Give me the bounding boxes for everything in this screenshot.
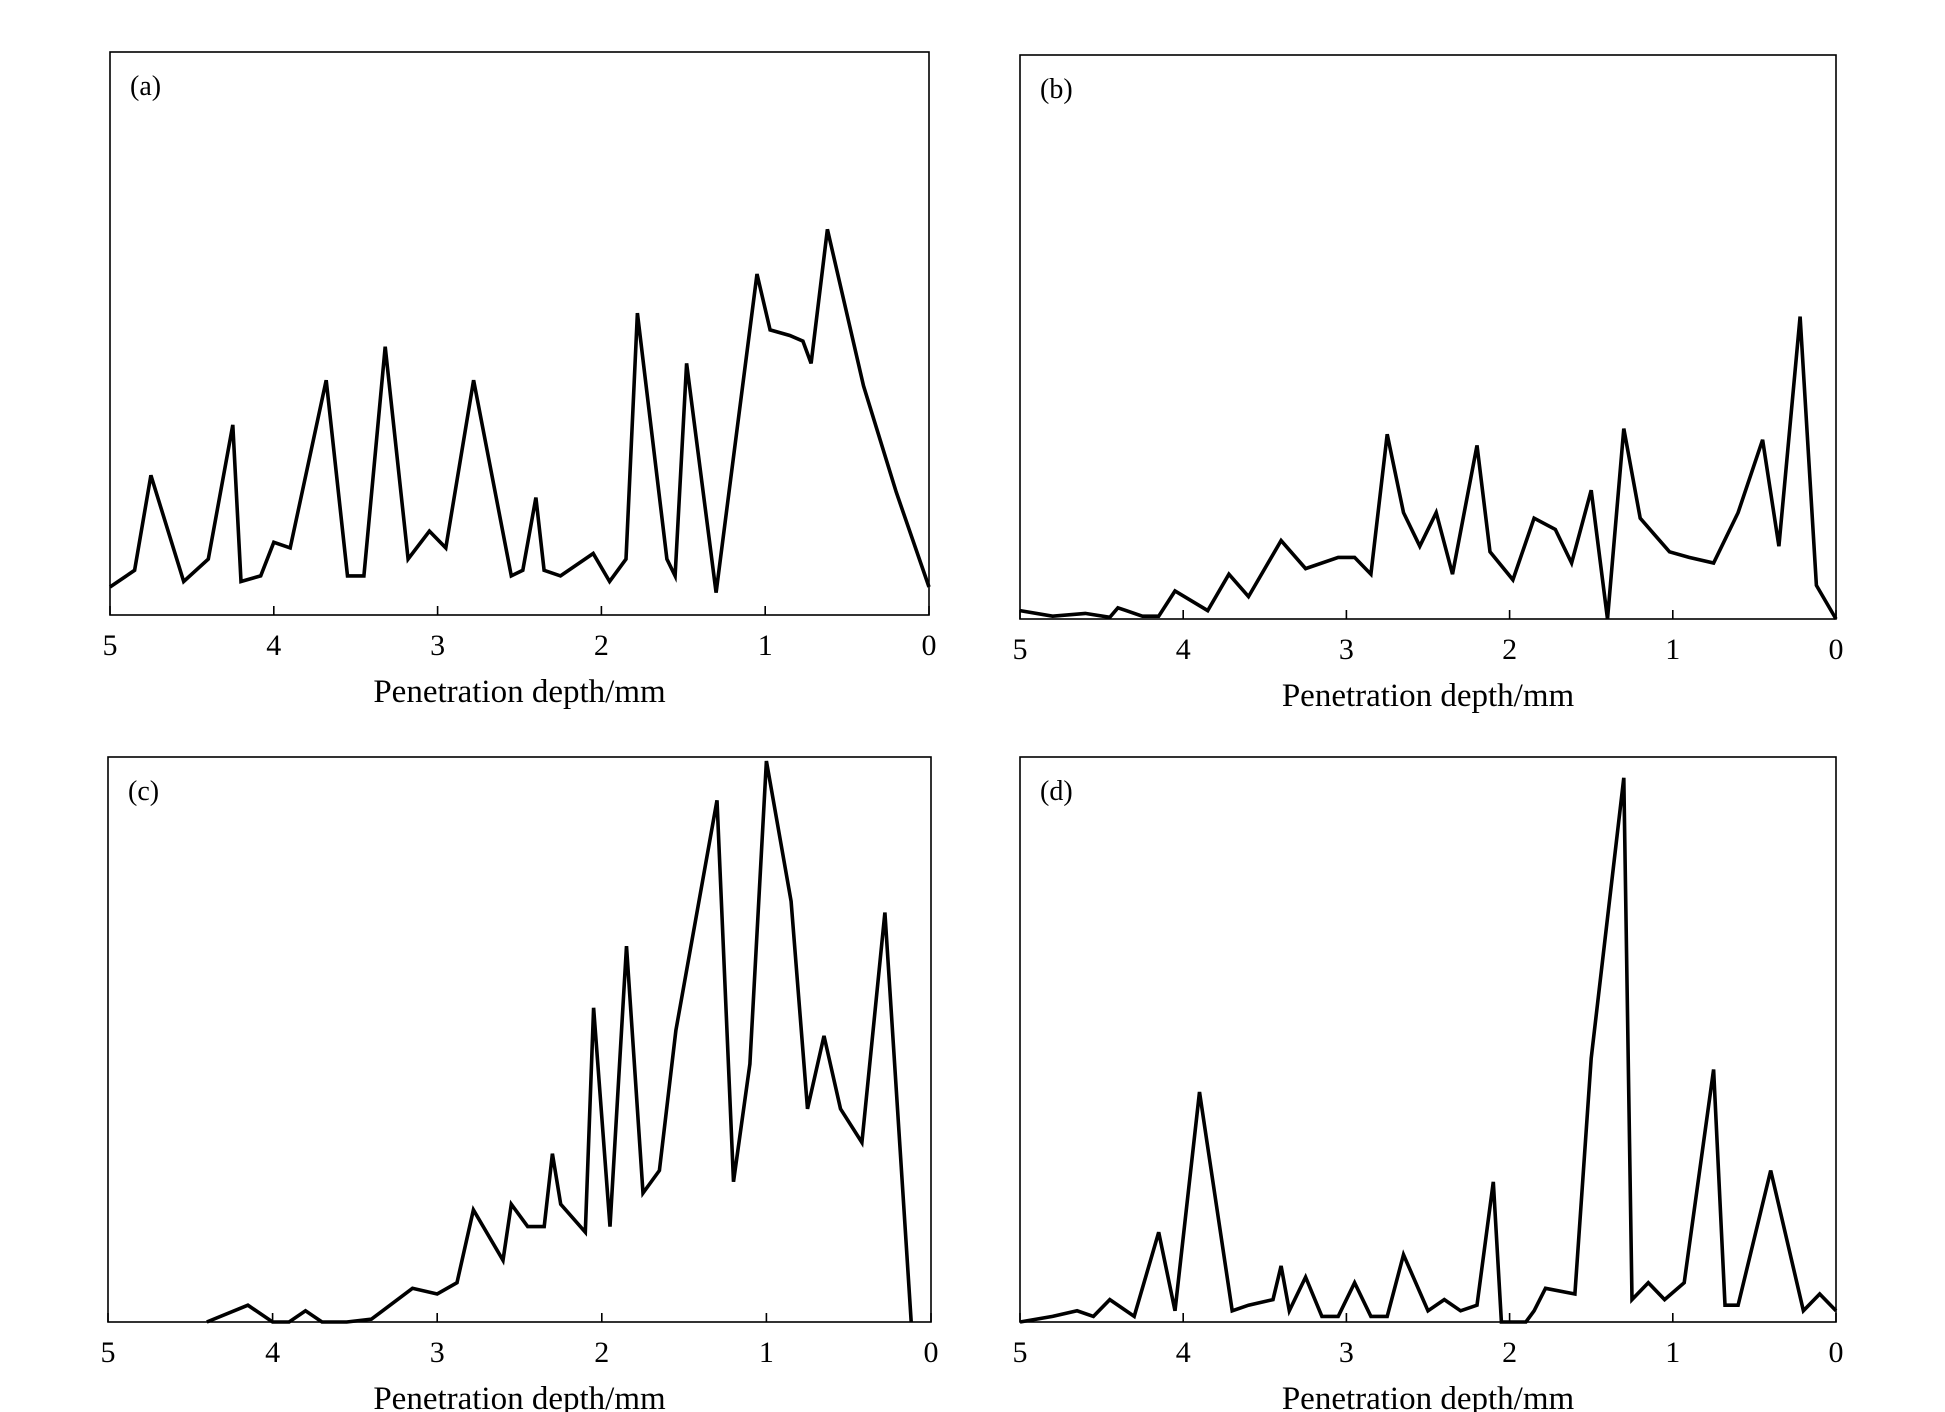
x-tick-label: 2: [1502, 633, 1517, 666]
panel-label: (b): [1040, 74, 1073, 105]
series-line: [108, 228, 931, 593]
x-tick-label: 0: [924, 1336, 939, 1369]
panel-label: (a): [130, 71, 161, 102]
plot-frame: [107, 756, 932, 1323]
x-tick-label: 2: [1502, 1336, 1517, 1369]
plot-frame: [1019, 54, 1837, 620]
x-tick-label: 1: [1665, 633, 1680, 666]
x-axis-title: Penetration depth/mm: [1282, 678, 1575, 714]
x-axis-title: Penetration depth/mm: [373, 1381, 666, 1412]
x-tick-label: 2: [594, 1336, 609, 1369]
x-tick-label: 5: [101, 1336, 116, 1369]
panel-label: (d): [1040, 776, 1073, 807]
chart-panel-c: 5 4 3 2 1 0 Penetration depth/mm (c): [101, 756, 939, 1412]
x-tick-label: 1: [1665, 1336, 1680, 1369]
plot-frame: [1019, 756, 1837, 1323]
x-tick-label: 3: [430, 629, 445, 662]
x-axis-title: Penetration depth/mm: [1282, 1381, 1575, 1412]
series-line: [1019, 316, 1838, 620]
x-tick-label: 3: [430, 1336, 445, 1369]
x-tick-label: 4: [1176, 1336, 1191, 1369]
panel-label: (c): [128, 776, 159, 807]
x-tick-label: 5: [103, 629, 118, 662]
series-line: [206, 760, 913, 1324]
series-line: [1019, 777, 1838, 1324]
x-tick-label: 4: [265, 1336, 280, 1369]
x-tick-label: 0: [1829, 1336, 1844, 1369]
x-tick-label: 5: [1013, 633, 1028, 666]
chart-panel-d: 5 4 3 2 1 0 Penetration depth/mm (d): [1013, 756, 1844, 1412]
x-tick-label: 4: [1176, 633, 1191, 666]
plot-frame: [109, 51, 930, 616]
x-tick-label: 4: [266, 629, 281, 662]
x-tick-label: 0: [1829, 633, 1844, 666]
x-tick-label: 3: [1339, 633, 1354, 666]
x-tick-label: 2: [594, 629, 609, 662]
x-tick-label: 3: [1339, 1336, 1354, 1369]
chart-panel-b: 5 4 3 2 1 0 Penetration depth/mm (b): [1013, 54, 1844, 714]
x-tick-label: 5: [1013, 1336, 1028, 1369]
x-tick-label: 1: [758, 629, 773, 662]
x-tick-label: 1: [759, 1336, 774, 1369]
x-tick-label: 0: [922, 629, 937, 662]
x-axis-title: Penetration depth/mm: [373, 674, 666, 710]
chart-panel-a: 5 4 3 2 1 0 Penetration depth/mm (a): [103, 51, 937, 710]
